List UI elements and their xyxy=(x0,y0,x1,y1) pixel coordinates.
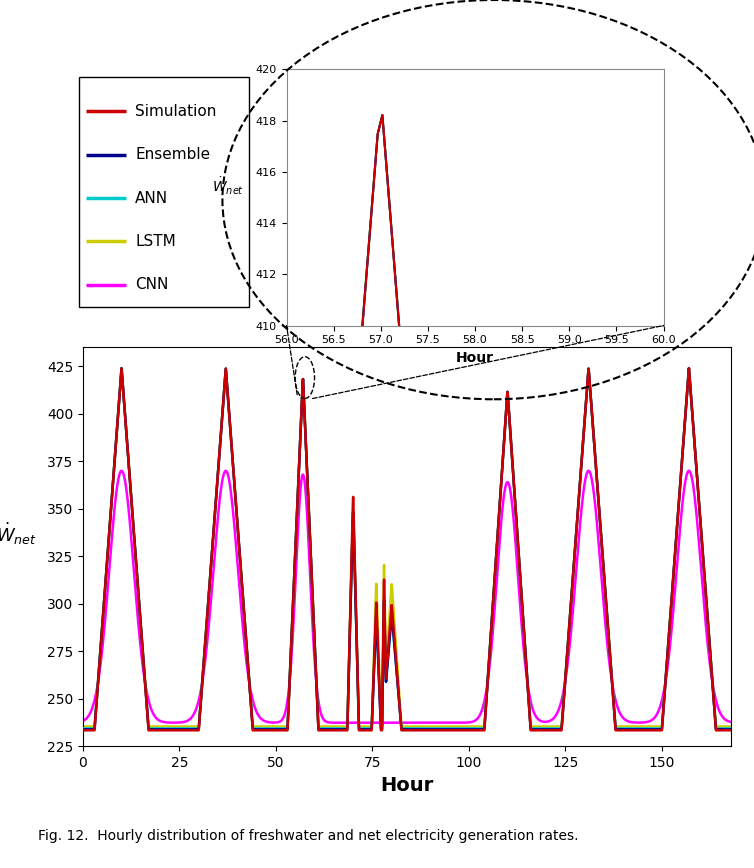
Text: ANN: ANN xyxy=(135,191,168,206)
Text: Simulation: Simulation xyxy=(135,104,216,119)
X-axis label: Hour: Hour xyxy=(381,776,434,795)
Text: Fig. 12.  Hourly distribution of freshwater and net electricity generation rates: Fig. 12. Hourly distribution of freshwat… xyxy=(38,829,578,843)
Text: LSTM: LSTM xyxy=(135,233,176,249)
X-axis label: Hour: Hour xyxy=(456,351,494,365)
Y-axis label: $\dot{W}_{net}$: $\dot{W}_{net}$ xyxy=(0,521,37,547)
Text: Ensemble: Ensemble xyxy=(135,148,210,162)
Y-axis label: $\dot{W}_{net}$: $\dot{W}_{net}$ xyxy=(212,176,244,198)
Text: CNN: CNN xyxy=(135,277,168,293)
